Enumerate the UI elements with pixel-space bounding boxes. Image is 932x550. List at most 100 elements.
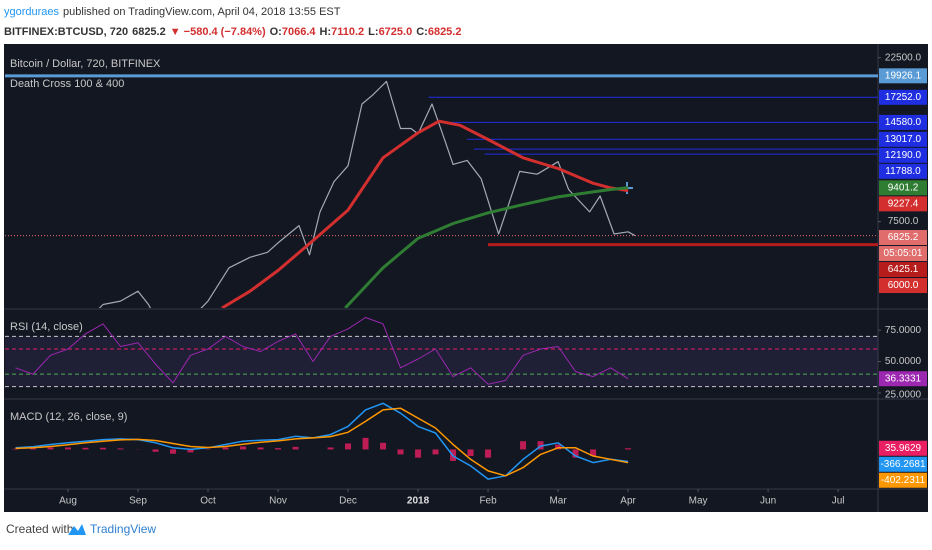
- footer-brand[interactable]: TradingView: [90, 522, 156, 536]
- price-label-bg: [879, 230, 927, 246]
- histogram-bar: [467, 449, 474, 457]
- panel: [5, 317, 878, 388]
- price-level-label: 19926.1: [885, 70, 922, 81]
- histogram-bar: [152, 449, 159, 452]
- last-value-label: -366.2681: [880, 459, 925, 470]
- ohlc: O:7066.4 H:7110.2 L:6725.0 C:6825.2: [270, 26, 466, 38]
- panel-subtitle: Death Cross 100 & 400: [10, 78, 124, 90]
- price-level-label: 17252.0: [885, 92, 922, 103]
- price-label-bg: [879, 163, 927, 179]
- x-tick-label: Dec: [339, 496, 357, 507]
- histogram-bar: [12, 448, 19, 450]
- x-tick-label: Aug: [59, 496, 77, 507]
- histogram-bar: [100, 447, 107, 450]
- last-value-label: -402.2311: [881, 475, 926, 486]
- series-line: [221, 119, 629, 308]
- price-label-bg: [879, 68, 927, 84]
- histogram-bar: [345, 443, 352, 450]
- price-label-bg: [879, 278, 927, 294]
- y-tick-label: 7500.0: [888, 216, 919, 227]
- rsi-band: [5, 336, 878, 387]
- price-label-bg: [879, 147, 927, 163]
- y-tick-label: 22500.0: [885, 52, 922, 63]
- series-line: [98, 80, 636, 308]
- panel: [5, 74, 878, 308]
- panel-title: Bitcoin / Dollar, 720, BITFINEX: [10, 58, 161, 70]
- price-level-label: 13017.0: [885, 134, 922, 145]
- last-value-label: 9401.2: [888, 182, 919, 193]
- histogram-bar: [520, 441, 527, 450]
- ohlc-value: 6725.0: [378, 26, 413, 38]
- ohlc-key: L:: [368, 26, 379, 38]
- histogram-bar: [327, 447, 334, 450]
- series-line: [15, 407, 629, 477]
- panel-title: MACD (12, 26, close, 9): [10, 411, 127, 423]
- histogram-bar: [485, 449, 492, 458]
- x-tick-label: Mar: [549, 496, 567, 507]
- histogram-bar: [415, 449, 422, 458]
- price-level-label: 12190.0: [885, 150, 922, 161]
- x-tick-label: Jun: [760, 496, 776, 507]
- price-level-label: 11788.0: [885, 166, 921, 177]
- histogram-bar: [555, 444, 562, 450]
- histogram-bar: [117, 448, 124, 450]
- published: published on TradingView.com, April 04, …: [63, 6, 341, 18]
- histogram-bar: [432, 449, 439, 455]
- ohlc-value: 6825.2: [427, 26, 462, 38]
- last-value-label: 36.3331: [885, 373, 922, 384]
- histogram-bar: [47, 447, 54, 450]
- price-label-bg: [879, 89, 927, 105]
- x-tick-label: Oct: [200, 496, 216, 507]
- header-line: BITFINEX:BTCUSD, 720 6825.2 ▼ −580.4 (−7.8…: [4, 22, 469, 42]
- series-line: [15, 317, 629, 385]
- panel-title: RSI (14, close): [10, 321, 83, 333]
- price-label-bg: [879, 440, 927, 456]
- histogram-bar: [572, 449, 579, 458]
- histogram-bar: [275, 448, 282, 450]
- brand-logo: [68, 524, 86, 535]
- histogram-bar: [380, 442, 387, 450]
- price-label-bg: [879, 131, 927, 147]
- price: 6825.2: [132, 26, 166, 38]
- x-tick-label: May: [689, 496, 708, 507]
- x-tick-label: 2018: [407, 496, 430, 507]
- histogram-bar: [170, 449, 177, 454]
- price-level-label: 14580.0: [885, 117, 922, 128]
- ohlc-value: 7066.4: [281, 26, 316, 38]
- header-line: ygorduraes published on TradingView.com, …: [4, 2, 469, 22]
- price-level-label: 6825.2: [888, 232, 919, 243]
- histogram-bar: [397, 449, 404, 455]
- price-label-bg: [879, 456, 927, 472]
- y-tick-label: 75.0000: [885, 325, 922, 336]
- ohlc-key: C:: [416, 26, 428, 38]
- last-value-label: 35.9629: [885, 443, 922, 454]
- histogram-bar: [65, 447, 72, 450]
- user[interactable]: ygorduraes: [4, 6, 60, 18]
- histogram-bar: [292, 446, 299, 450]
- histogram-bar: [362, 437, 369, 450]
- x-tick-label: Apr: [620, 496, 636, 507]
- x-tick-label: Feb: [479, 496, 497, 507]
- price-label-bg: [879, 196, 927, 212]
- ohlc-key: O:: [269, 26, 282, 38]
- x-tick-label: Sep: [129, 496, 147, 507]
- series-line: [344, 186, 629, 308]
- symbol: BITFINEX:BTCUSD, 720: [4, 26, 129, 38]
- price-label-bg: [879, 114, 927, 130]
- price-label-bg: [879, 472, 927, 488]
- price-label-bg: [879, 246, 927, 262]
- ohlc-key: H:: [319, 26, 332, 38]
- series-line: [15, 402, 629, 480]
- y-tick-label: 25.0000: [885, 389, 922, 400]
- x-tick-label: Nov: [269, 496, 287, 507]
- histogram-bar: [187, 449, 194, 453]
- histogram-bar: [625, 448, 632, 450]
- price-label-bg: [879, 180, 927, 196]
- histogram-bar: [257, 447, 264, 450]
- panel: [12, 402, 632, 480]
- histogram-bar: [30, 448, 37, 450]
- y-tick-label: 50.0000: [885, 356, 922, 367]
- histogram-bar: [537, 441, 544, 450]
